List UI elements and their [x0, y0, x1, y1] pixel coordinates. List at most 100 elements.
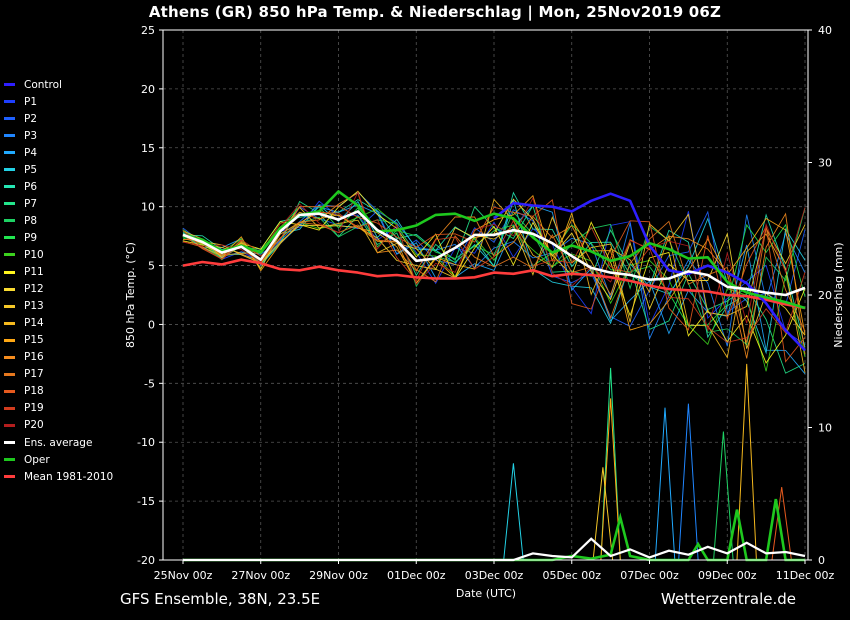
legend-item: P19 — [4, 400, 113, 417]
y2-tick-label: 0 — [818, 554, 825, 567]
legend-swatch — [4, 372, 15, 376]
legend-item: Oper — [4, 451, 113, 468]
y-tick-label: 0 — [148, 318, 155, 331]
y2-tick-label: 30 — [818, 157, 832, 170]
legend-label: P3 — [24, 129, 38, 142]
legend-item: P8 — [4, 212, 113, 229]
member-line-p20 — [182, 190, 806, 331]
legend-item: P1 — [4, 93, 113, 110]
legend-label: P16 — [24, 351, 44, 364]
legend-item: Mean 1981-2010 — [4, 468, 113, 485]
axis-ticks: 25Nov 00z 27Nov 00z 29Nov 00z 01Dec 00z 03De… — [137, 24, 834, 582]
x-tick-label: 09Dec 00z — [698, 569, 757, 582]
legend-swatch — [4, 406, 15, 410]
legend-label: P19 — [24, 402, 44, 415]
member-line-p15 — [182, 194, 806, 335]
legend-item: P9 — [4, 229, 113, 246]
legend-label: P17 — [24, 368, 44, 381]
legend-swatch — [4, 321, 15, 325]
legend-label: P4 — [24, 146, 38, 159]
precip-line-ens-average — [183, 537, 806, 562]
legend-swatch — [4, 389, 15, 393]
legend-item: P14 — [4, 315, 113, 332]
legend-item: P11 — [4, 264, 113, 281]
legend-swatch — [4, 185, 15, 189]
legend-swatch — [4, 475, 15, 479]
legend-swatch — [4, 355, 15, 359]
source-credit: Wetterzentrale.de — [660, 590, 796, 608]
legend-label: P6 — [24, 180, 38, 193]
y2-axis-label: Niederschlag (mm) — [832, 242, 845, 347]
x-tick-label: 01Dec 00z — [387, 569, 446, 582]
legend-item: P17 — [4, 366, 113, 383]
precip-spike-p4 — [654, 407, 676, 561]
legend-swatch — [4, 287, 15, 291]
legend-label: P2 — [24, 112, 38, 125]
legend-label: Oper — [24, 453, 50, 466]
precip-spike-p8 — [713, 431, 734, 561]
precip-spike-p15 — [600, 398, 621, 561]
legend-label: P15 — [24, 334, 44, 347]
y-tick-label: -10 — [137, 436, 155, 449]
legend-label: Ens. average — [24, 436, 93, 449]
y-tick-label: 25 — [141, 24, 155, 37]
legend-swatch — [4, 134, 15, 138]
y2-tick-label: 40 — [818, 24, 832, 37]
legend-item: P7 — [4, 195, 113, 212]
y-tick-label: -20 — [137, 554, 155, 567]
member-line-p19 — [182, 212, 806, 343]
y2-tick-label: 20 — [818, 289, 832, 302]
legend-label: P13 — [24, 300, 44, 313]
member-line-p7 — [182, 200, 806, 374]
legend-item: P4 — [4, 144, 113, 161]
legend-swatch — [4, 253, 15, 257]
legend-swatch — [4, 304, 15, 308]
legend-label: P5 — [24, 163, 38, 176]
precip-spike-p7 — [600, 367, 621, 561]
series-line-mean-1981-2010 — [182, 258, 806, 310]
x-tick-label: 25Nov 00z — [154, 569, 213, 582]
legend-swatch — [4, 168, 15, 172]
y-tick-label: -5 — [144, 377, 155, 390]
legend-label: P14 — [24, 317, 44, 330]
x-axis-label: Date (UTC) — [456, 587, 516, 600]
legend: Control P1 P2 P3 P4 P5 P6 P7 P8 P9 P10 P11 P12 P13 P14… — [4, 76, 113, 485]
member-line-p14 — [182, 198, 806, 373]
legend-item: P13 — [4, 298, 113, 315]
legend-label: P7 — [24, 197, 38, 210]
legend-label: P11 — [24, 266, 44, 279]
x-tick-label: 29Nov 00z — [309, 569, 368, 582]
legend-swatch — [4, 423, 15, 427]
member-line-p18 — [182, 199, 806, 363]
precipitation-lines — [183, 363, 806, 562]
y2-tick-label: 10 — [818, 422, 832, 435]
series-line-ens-average — [182, 210, 806, 297]
precip-spike-p14 — [736, 363, 757, 561]
y-tick-label: 20 — [141, 83, 155, 96]
legend-label: Control — [24, 78, 62, 91]
member-line-p3 — [182, 191, 806, 347]
legend-item: P12 — [4, 281, 113, 298]
main-series-lines — [182, 190, 806, 352]
legend-swatch — [4, 83, 15, 87]
legend-swatch — [4, 151, 15, 155]
legend-label: P18 — [24, 385, 44, 398]
legend-item: P16 — [4, 349, 113, 366]
precip-spike-p18 — [771, 487, 792, 561]
x-tick-label: 03Dec 00z — [465, 569, 524, 582]
chart-title: Athens (GR) 850 hPa Temp. & Niederschlag… — [148, 3, 722, 21]
precip-spike-p5 — [503, 463, 524, 561]
legend-item: Ens. average — [4, 434, 113, 451]
legend-swatch — [4, 202, 15, 206]
legend-item: P18 — [4, 383, 113, 400]
legend-item: P10 — [4, 246, 113, 263]
legend-label: P8 — [24, 214, 38, 227]
x-tick-label: 07Dec 00z — [620, 569, 679, 582]
ensemble-member-lines — [182, 190, 806, 375]
x-tick-label: 27Nov 00z — [231, 569, 290, 582]
legend-swatch — [4, 100, 15, 104]
y-tick-label: -15 — [137, 495, 155, 508]
legend-item: P20 — [4, 417, 113, 434]
legend-swatch — [4, 219, 15, 223]
y-tick-label: 15 — [141, 142, 155, 155]
